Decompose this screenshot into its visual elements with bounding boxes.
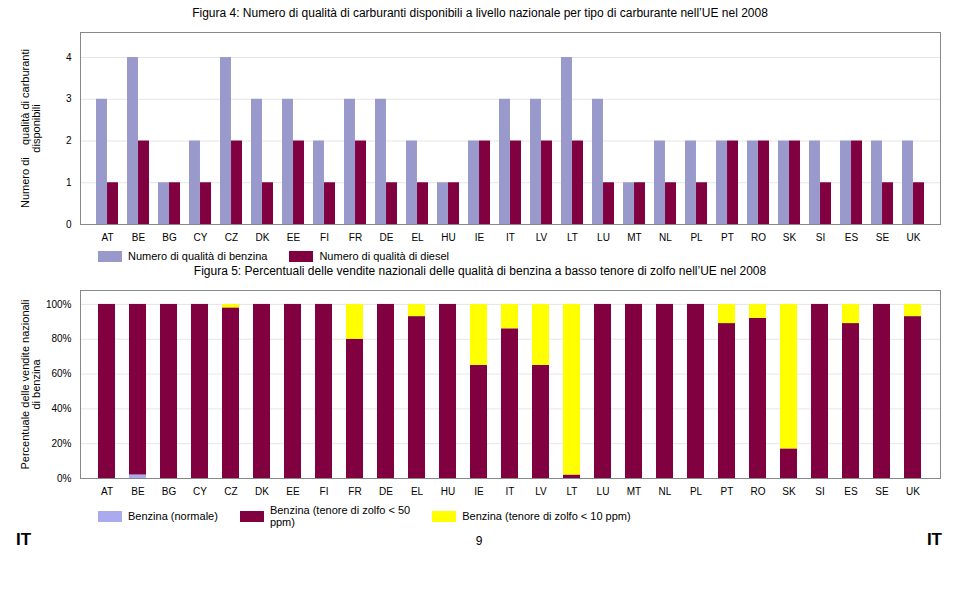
svg-text:BE: BE [132,232,146,243]
svg-text:AT: AT [101,486,113,497]
svg-text:CZ: CZ [224,486,237,497]
svg-text:IT: IT [506,486,515,497]
html-text:Figura 4: Numero di qualità di: Figura 4: Numero di qualità di carburant… [192,6,768,20]
svg-text:3: 3 [66,93,72,104]
svg-text:ES: ES [845,232,859,243]
html-text:9: 9 [475,534,483,548]
svg-text:RO: RO [751,232,766,243]
svg-text:SE: SE [875,486,889,497]
svg-text:MT: MT [627,232,641,243]
svg-text:4: 4 [66,52,72,63]
svg-text:FI: FI [320,486,329,497]
svg-text:EE: EE [287,232,301,243]
svg-text:CY: CY [193,486,207,497]
html-text:IT: IT [16,530,32,549]
svg-text:2: 2 [66,135,72,146]
svg-text:IT: IT [506,232,515,243]
svg-text:Percentuale delle vendite nazi: Percentuale delle vendite nazionalidi be… [19,299,42,469]
svg-text:EL: EL [411,486,424,497]
svg-text:20%: 20% [51,438,71,449]
svg-text:PL: PL [690,232,703,243]
svg-text:IE: IE [474,486,484,497]
svg-text:100%: 100% [46,299,72,310]
svg-text:EE: EE [286,486,300,497]
svg-text:DE: DE [379,486,393,497]
html-text:Benzina (tenore di zolfo < 50: Benzina (tenore di zolfo < 50 ppm) [269,504,411,528]
svg-text:80%: 80% [51,333,71,344]
svg-text:UK: UK [907,232,921,243]
svg-text:Numero di qualità di carbur: Numero di qualità di carburantidisponibi… [19,49,42,208]
svg-text:40%: 40% [51,403,71,414]
svg-text:CY: CY [194,232,208,243]
svg-text:BG: BG [162,486,177,497]
svg-text:FI: FI [320,232,329,243]
html-text:IT: IT [926,530,942,549]
svg-text:LV: LV [535,486,547,497]
svg-text:LU: LU [597,232,610,243]
html-text:Benzina (normale): Benzina (normale) [128,510,218,522]
svg-text:PL: PL [690,486,703,497]
html-text:Benzina (tenore di zolfo < 10: Benzina (tenore di zolfo < 10 ppm) [462,510,631,522]
svg-text:FR: FR [349,232,362,243]
svg-text:AT: AT [101,232,113,243]
svg-text:60%: 60% [51,368,71,379]
svg-text:SI: SI [815,486,824,497]
svg-text:PT: PT [721,232,734,243]
svg-text:NL: NL [659,486,672,497]
svg-text:DE: DE [380,232,394,243]
svg-text:EL: EL [411,232,424,243]
svg-text:NL: NL [659,232,672,243]
svg-text:LT: LT [567,232,578,243]
svg-text:LU: LU [597,486,610,497]
svg-text:IE: IE [475,232,485,243]
svg-text:MT: MT [627,486,641,497]
html-text:Numero di qualità di diesel: Numero di qualità di diesel [319,250,450,262]
svg-text:0: 0 [66,219,72,230]
svg-text:BE: BE [131,486,145,497]
svg-text:SE: SE [876,232,890,243]
svg-text:DK: DK [256,232,270,243]
svg-text:RO: RO [751,486,766,497]
svg-text:SK: SK [782,486,796,497]
svg-text:FR: FR [348,486,361,497]
svg-text:0%: 0% [57,473,72,484]
svg-text:UK: UK [906,486,920,497]
svg-text:BG: BG [162,232,177,243]
svg-text:LV: LV [536,232,548,243]
svg-text:HU: HU [441,232,455,243]
svg-text:CZ: CZ [225,232,238,243]
svg-text:HU: HU [441,486,455,497]
svg-text:ES: ES [844,486,858,497]
svg-text:LT: LT [567,486,578,497]
svg-text:SI: SI [816,232,825,243]
svg-text:PT: PT [721,486,734,497]
html-text:Numero di qualità di benzina: Numero di qualità di benzina [128,250,268,262]
svg-text:1: 1 [66,177,72,188]
svg-text:DK: DK [255,486,269,497]
html-text:Figura 5: Percentuali delle ve: Figura 5: Percentuali delle vendite nazi… [193,264,767,278]
svg-text:SK: SK [783,232,797,243]
